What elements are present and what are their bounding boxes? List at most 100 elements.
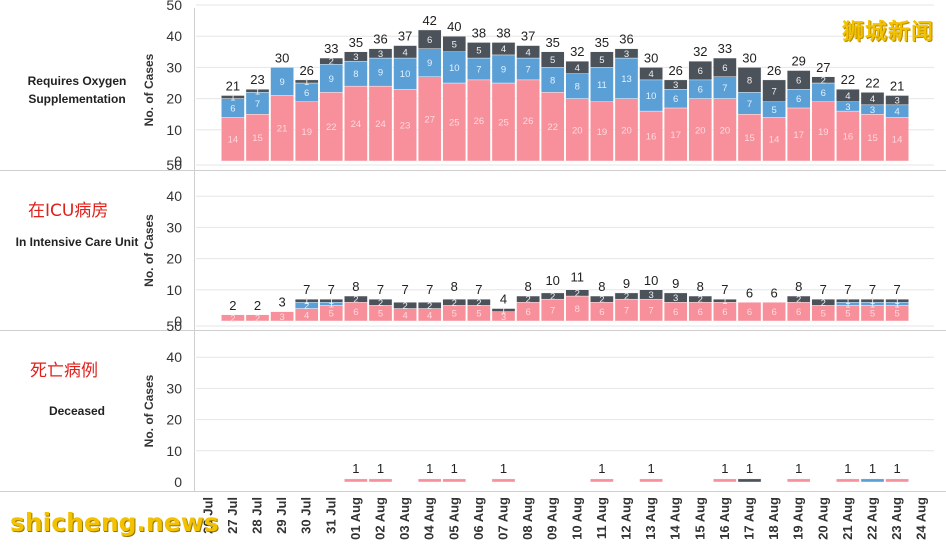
bar-segment bbox=[393, 45, 417, 59]
y-tick-label: 10 bbox=[166, 122, 182, 138]
bar-total-label: 36 bbox=[373, 32, 387, 47]
bar-segment bbox=[270, 67, 294, 96]
segment-label: 2 bbox=[353, 295, 358, 306]
bar-total-label: 23 bbox=[250, 72, 264, 87]
segment-label: 4 bbox=[402, 310, 407, 321]
y-tick-label: 0 bbox=[174, 153, 182, 169]
segment-label: 5 bbox=[550, 55, 555, 66]
segment-label: 15 bbox=[252, 133, 263, 144]
bar-segment bbox=[442, 478, 467, 483]
y-tick-label: 0 bbox=[174, 313, 182, 329]
x-tick-label: 23 Aug bbox=[889, 497, 904, 540]
bar-total-label: 7 bbox=[401, 282, 408, 297]
segment-label: 6 bbox=[427, 35, 432, 46]
segment-label: 10 bbox=[646, 91, 657, 102]
panel-label-oxygen: Requires Oxygen Supplementation bbox=[27, 74, 127, 106]
x-tick-label: 04 Aug bbox=[422, 497, 437, 540]
bar-total-label: 29 bbox=[791, 54, 805, 69]
segment-label: 2 bbox=[402, 301, 407, 312]
segment-label: 9 bbox=[378, 68, 383, 79]
x-tick-label: 10 Aug bbox=[569, 497, 584, 540]
bar-total-label: 6 bbox=[746, 285, 753, 300]
segment-label: 24 bbox=[375, 119, 386, 130]
bar-segment bbox=[713, 57, 737, 77]
segment-label: 2 bbox=[255, 313, 260, 324]
bar-total-label: 10 bbox=[644, 273, 658, 288]
segment-label: 2 bbox=[624, 292, 629, 303]
bar-segment bbox=[221, 314, 245, 322]
segment-label: 1 bbox=[501, 306, 506, 317]
y-tick-label: 50 bbox=[166, 0, 182, 13]
segment-label: 17 bbox=[670, 130, 681, 141]
segment-label: 5 bbox=[771, 105, 776, 116]
bar-segment bbox=[417, 29, 442, 49]
bar-segment bbox=[319, 57, 344, 65]
bar-segment bbox=[344, 478, 368, 483]
segment-label: 6 bbox=[525, 307, 530, 318]
segment-label: 8 bbox=[575, 304, 580, 315]
bar-segment bbox=[737, 67, 762, 93]
bar-total-label: 30 bbox=[644, 50, 658, 65]
segment-label: 23 bbox=[400, 121, 411, 132]
segment-label: 3 bbox=[501, 312, 506, 323]
segment-label: 3 bbox=[870, 105, 875, 116]
segment-label: 15 bbox=[867, 133, 878, 144]
x-tick-label: 30 Jul bbox=[299, 497, 314, 534]
bar-total-label: 6 bbox=[770, 285, 777, 300]
y-tick-label: 30 bbox=[166, 380, 182, 396]
segment-label: 4 bbox=[427, 310, 432, 321]
y-tick-label: 40 bbox=[166, 349, 182, 365]
x-tick-label: 05 Aug bbox=[446, 497, 461, 540]
bar-segment bbox=[885, 95, 909, 106]
segment-label: 5 bbox=[329, 309, 334, 320]
bar-total-label: 26 bbox=[668, 63, 682, 78]
segment-label: 4 bbox=[894, 107, 899, 118]
bar-total-label: 38 bbox=[496, 25, 510, 40]
bar-total-label: 7 bbox=[893, 282, 900, 297]
watermark-logo-cn: 狮城新闻 bbox=[841, 20, 934, 45]
x-tick-label: 02 Aug bbox=[373, 497, 388, 540]
bar-total-label: 1 bbox=[377, 461, 384, 476]
y-tick-label: 20 bbox=[166, 91, 182, 107]
bar-total-label: 8 bbox=[697, 279, 704, 294]
segment-label: 21 bbox=[277, 124, 288, 135]
y-tick-label: 40 bbox=[166, 188, 182, 204]
bar-total-label: 2 bbox=[229, 298, 236, 313]
bar-segment bbox=[294, 79, 319, 84]
segment-label: 10 bbox=[449, 63, 460, 74]
segment-label: 1 bbox=[870, 296, 875, 307]
y-tick-label: 10 bbox=[166, 282, 182, 298]
bar-total-label: 27 bbox=[816, 60, 830, 75]
bar-total-label: 8 bbox=[451, 279, 458, 294]
segment-label: 1 bbox=[870, 299, 875, 310]
segment-label: 26 bbox=[523, 116, 534, 127]
segment-label: 1 bbox=[894, 296, 899, 307]
y-tick-label: 20 bbox=[166, 412, 182, 428]
segment-label: 3 bbox=[673, 293, 678, 304]
segment-label: 6 bbox=[747, 307, 752, 318]
bar-total-label: 1 bbox=[721, 461, 728, 476]
segment-label: 1 bbox=[845, 296, 850, 307]
bar-total-label: 4 bbox=[500, 292, 507, 307]
bar-segment bbox=[565, 60, 590, 74]
bar-segment bbox=[540, 51, 565, 68]
bar-total-label: 1 bbox=[746, 461, 753, 476]
segment-label: 1 bbox=[894, 299, 899, 310]
bar-total-label: 2 bbox=[254, 298, 261, 313]
segment-label: 11 bbox=[597, 80, 607, 91]
segment-label: 6 bbox=[353, 307, 358, 318]
bar-segment bbox=[516, 45, 540, 59]
bar-segment bbox=[590, 478, 614, 483]
segment-label: 10 bbox=[400, 69, 411, 80]
bar-segment bbox=[614, 48, 639, 59]
segment-label: 5 bbox=[476, 46, 481, 57]
bar-total-label: 7 bbox=[475, 282, 482, 297]
bar-total-label: 38 bbox=[472, 25, 486, 40]
x-tick-label: 17 Aug bbox=[742, 497, 757, 540]
bar-total-label: 1 bbox=[500, 461, 507, 476]
segment-label: 6 bbox=[599, 307, 604, 318]
segment-label: 8 bbox=[353, 69, 358, 80]
bar-segment bbox=[811, 298, 836, 306]
bar-segment bbox=[368, 48, 393, 59]
